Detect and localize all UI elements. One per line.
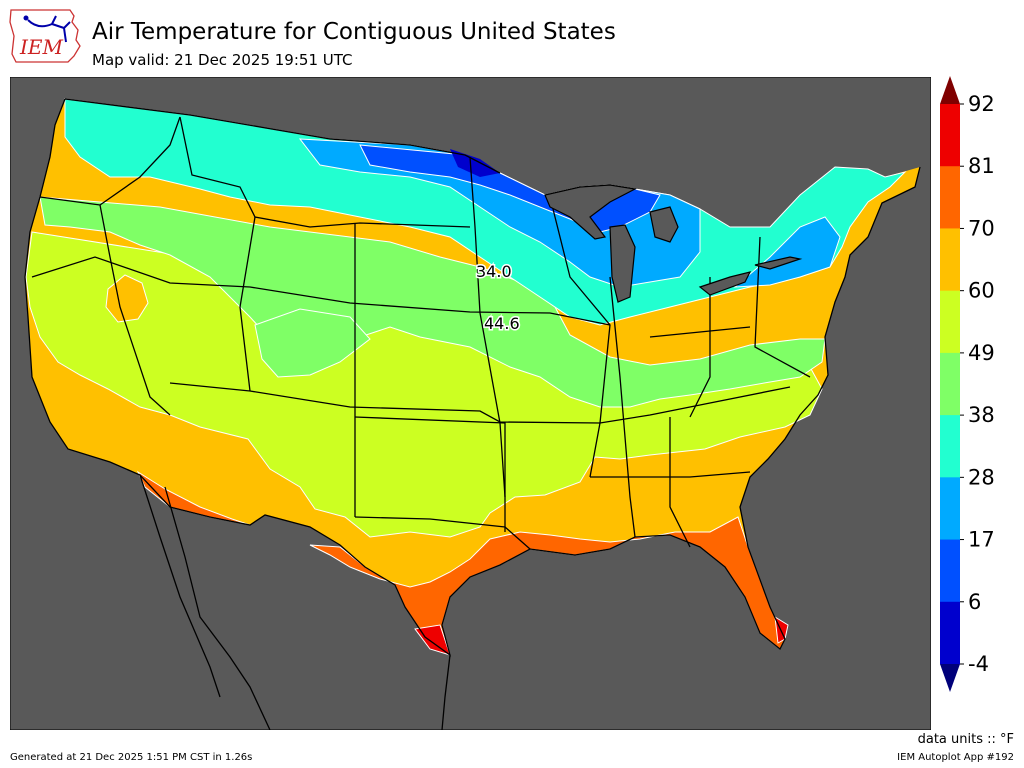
map-valid-time: Map valid: 21 Dec 2025 19:51 UTC (92, 51, 353, 69)
colorbar-segment (940, 601, 960, 665)
contour-spot-colorado (254, 308, 371, 378)
colorbar-tick-label: 70 (968, 216, 995, 240)
generated-timestamp: Generated at 21 Dec 2025 1:51 PM CST in … (10, 752, 253, 763)
contour-band-minus4-6 (450, 149, 500, 177)
colorbar-segment (940, 166, 960, 229)
autoplot-app-label: IEM Autoplot App #192 (897, 752, 1014, 763)
colorbar-tick-label: 49 (968, 341, 995, 365)
colorbar-segment (940, 415, 960, 478)
colorbar-segment (940, 290, 960, 354)
great-lakes (544, 184, 803, 303)
contour-patch-northeast (733, 216, 841, 288)
colorbar-tick-label: 17 (968, 528, 995, 552)
colorbar-tick-label: 60 (968, 279, 995, 303)
colorbar-under-arrow (940, 664, 960, 692)
point-label-34: 34.0 (476, 262, 512, 281)
colorbar-segment (940, 539, 960, 603)
colorbar-tick-label: -4 (968, 652, 989, 676)
colorbar-tick-label: 38 (968, 403, 995, 427)
map-title: Air Temperature for Contiguous United St… (92, 19, 616, 45)
coastlines (24, 98, 921, 730)
colorbar-segment (940, 352, 960, 416)
colorbar-segment (940, 104, 960, 167)
data-units-label: data units :: °F (917, 732, 1014, 747)
colorbar-segment (940, 228, 960, 292)
temperature-map: 34.0 44.6 (10, 77, 931, 730)
state-borders (31, 116, 811, 550)
temperature-colorbar: -4 6 17 28 38 49 60 70 81 92 (940, 76, 995, 692)
colorbar-tick-label: 92 (968, 92, 995, 116)
colorbar-segment (940, 477, 960, 541)
svg-text:IEM: IEM (19, 35, 64, 59)
colorbar-tick-label: 81 (968, 154, 995, 178)
point-label-44: 44.6 (484, 314, 520, 333)
colorbar-over-arrow (940, 76, 960, 104)
colorbar-tick-label: 28 (968, 465, 995, 489)
colorbar-tick-label: 6 (968, 590, 981, 614)
iem-logo: IEM (9, 9, 81, 63)
